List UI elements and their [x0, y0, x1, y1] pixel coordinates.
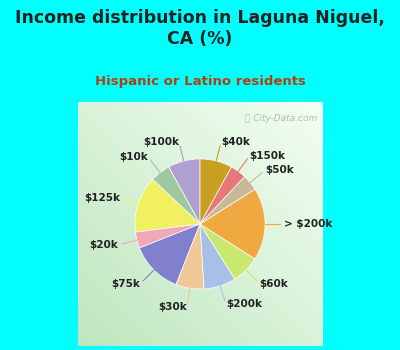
Text: ⓘ City-Data.com: ⓘ City-Data.com: [245, 114, 318, 123]
Text: $10k: $10k: [120, 153, 148, 162]
Wedge shape: [200, 176, 255, 224]
Text: $40k: $40k: [221, 138, 250, 147]
Text: $75k: $75k: [112, 279, 140, 288]
Wedge shape: [200, 224, 255, 279]
Text: $125k: $125k: [84, 193, 120, 203]
Wedge shape: [135, 180, 200, 232]
Wedge shape: [169, 159, 200, 224]
Text: $150k: $150k: [250, 151, 286, 161]
Text: $200k: $200k: [226, 299, 262, 309]
Wedge shape: [200, 167, 244, 224]
Wedge shape: [136, 224, 200, 248]
Text: $50k: $50k: [265, 165, 294, 175]
Wedge shape: [200, 224, 235, 289]
Wedge shape: [176, 224, 204, 289]
Text: Hispanic or Latino residents: Hispanic or Latino residents: [94, 75, 306, 88]
Text: $60k: $60k: [260, 279, 288, 288]
Wedge shape: [152, 167, 200, 224]
Wedge shape: [140, 224, 200, 285]
Text: $20k: $20k: [90, 240, 118, 250]
Wedge shape: [200, 159, 231, 224]
Text: > $200k: > $200k: [284, 219, 332, 229]
Text: Income distribution in Laguna Niguel,
CA (%): Income distribution in Laguna Niguel, CA…: [15, 9, 385, 48]
Text: $100k: $100k: [143, 138, 179, 147]
Wedge shape: [200, 189, 265, 259]
Text: $30k: $30k: [158, 302, 187, 312]
